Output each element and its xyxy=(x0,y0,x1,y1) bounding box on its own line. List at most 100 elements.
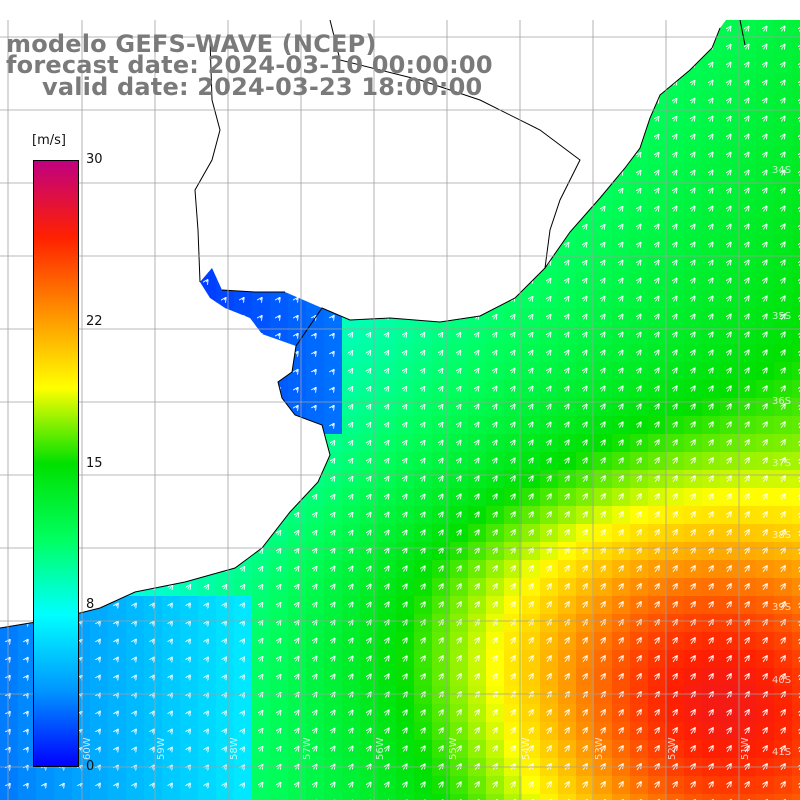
wind-cell xyxy=(486,794,505,800)
wind-cell xyxy=(792,182,800,201)
wind-cell xyxy=(702,794,721,800)
wind-cell xyxy=(792,362,800,381)
wind-cell xyxy=(594,794,613,800)
wind-cell xyxy=(792,416,800,435)
wind-cell xyxy=(792,542,800,561)
longitude-label: 59W xyxy=(156,737,167,760)
wind-cell xyxy=(792,434,800,453)
wind-cell xyxy=(378,794,397,800)
wind-cell xyxy=(558,794,577,800)
wind-cell xyxy=(792,668,800,687)
wind-cell xyxy=(792,254,800,273)
wind-cell xyxy=(792,56,800,75)
longitude-label: 56W xyxy=(375,737,386,760)
wind-cell xyxy=(90,794,109,800)
colorbar-unit: [m/s] xyxy=(32,133,66,148)
wind-cell xyxy=(792,488,800,507)
wind-cell xyxy=(234,794,253,800)
wind-cell xyxy=(792,704,800,723)
colorbar-tick-label: 15 xyxy=(86,455,103,471)
wind-cell xyxy=(792,794,800,800)
wind-cell xyxy=(792,326,800,345)
wind-cell xyxy=(792,452,800,471)
colorbar-tick-label: 30 xyxy=(86,152,103,167)
wind-cell xyxy=(792,398,800,417)
wind-cell xyxy=(324,794,343,800)
wind-cell xyxy=(738,794,757,800)
wind-cell xyxy=(432,794,451,800)
longitude-label: 55W xyxy=(448,737,459,760)
colorbar-tick-label: 8 xyxy=(86,597,95,613)
colorbar-tick-label: 0 xyxy=(86,759,95,774)
wind-cell xyxy=(792,236,800,255)
wind-cell xyxy=(270,794,289,800)
wind-cell xyxy=(54,794,73,800)
wind-cell xyxy=(252,794,271,800)
wind-cell xyxy=(792,380,800,399)
wind-cell xyxy=(792,110,800,129)
wind-cell xyxy=(396,794,415,800)
wind-cell xyxy=(666,794,685,800)
wind-cell xyxy=(792,560,800,579)
wind-cell xyxy=(288,794,307,800)
wind-cell xyxy=(792,632,800,651)
wind-cell xyxy=(792,722,800,741)
wind-cell xyxy=(792,776,800,795)
wind-cell xyxy=(342,794,361,800)
latitude-label: 38S xyxy=(772,530,791,541)
wind-cell xyxy=(792,38,800,57)
wind-cell xyxy=(720,794,739,800)
wind-cell xyxy=(18,794,37,800)
longitude-label: 54W xyxy=(521,737,532,760)
wind-cell xyxy=(108,794,127,800)
latitude-label: 36S xyxy=(772,396,791,407)
wind-cell xyxy=(648,794,667,800)
wind-cell xyxy=(126,794,145,800)
longitude-label: 53W xyxy=(594,737,605,760)
wind-cell xyxy=(792,290,800,309)
longitude-label: 52W xyxy=(667,737,678,760)
wind-cell xyxy=(684,794,703,800)
wind-cell xyxy=(792,164,800,183)
wind-cell xyxy=(792,524,800,543)
wind-cell xyxy=(414,794,433,800)
longitude-label: 51W xyxy=(740,737,751,760)
latitude-label: 37S xyxy=(772,458,791,469)
wind-cell xyxy=(522,794,541,800)
latitude-label: 41S xyxy=(772,747,791,758)
wind-cell xyxy=(792,272,800,291)
wind-cell xyxy=(792,614,800,633)
longitude-label: 60W xyxy=(82,737,93,760)
wind-cell xyxy=(756,794,775,800)
wind-cell xyxy=(162,794,181,800)
latitude-label: 39S xyxy=(772,602,791,613)
colorbar-tick-label: 22 xyxy=(86,313,103,329)
wind-cell xyxy=(792,578,800,597)
wind-cell xyxy=(630,794,649,800)
wind-cell xyxy=(792,20,800,39)
wind-cell xyxy=(792,74,800,93)
colorbar xyxy=(33,160,79,767)
wind-cell xyxy=(792,146,800,165)
wind-cell xyxy=(360,794,379,800)
wind-cell xyxy=(792,470,800,489)
wind-cell xyxy=(450,794,469,800)
longitude-label: 58W xyxy=(229,737,240,760)
wind-cell xyxy=(306,794,325,800)
wind-cell xyxy=(36,794,55,800)
wind-cell xyxy=(792,218,800,237)
wind-cell xyxy=(144,794,163,800)
wind-cell xyxy=(576,794,595,800)
wind-cell xyxy=(792,92,800,111)
wind-cell xyxy=(198,794,217,800)
wind-cell xyxy=(792,506,800,525)
valid-date: valid date: 2024-03-23 18:00:00 xyxy=(42,73,483,101)
wind-cell xyxy=(792,650,800,669)
wind-cell xyxy=(468,794,487,800)
wind-cell xyxy=(792,308,800,327)
wind-cell xyxy=(792,128,800,147)
wind-cell xyxy=(792,344,800,363)
wind-cell xyxy=(540,794,559,800)
wind-cell xyxy=(774,794,793,800)
